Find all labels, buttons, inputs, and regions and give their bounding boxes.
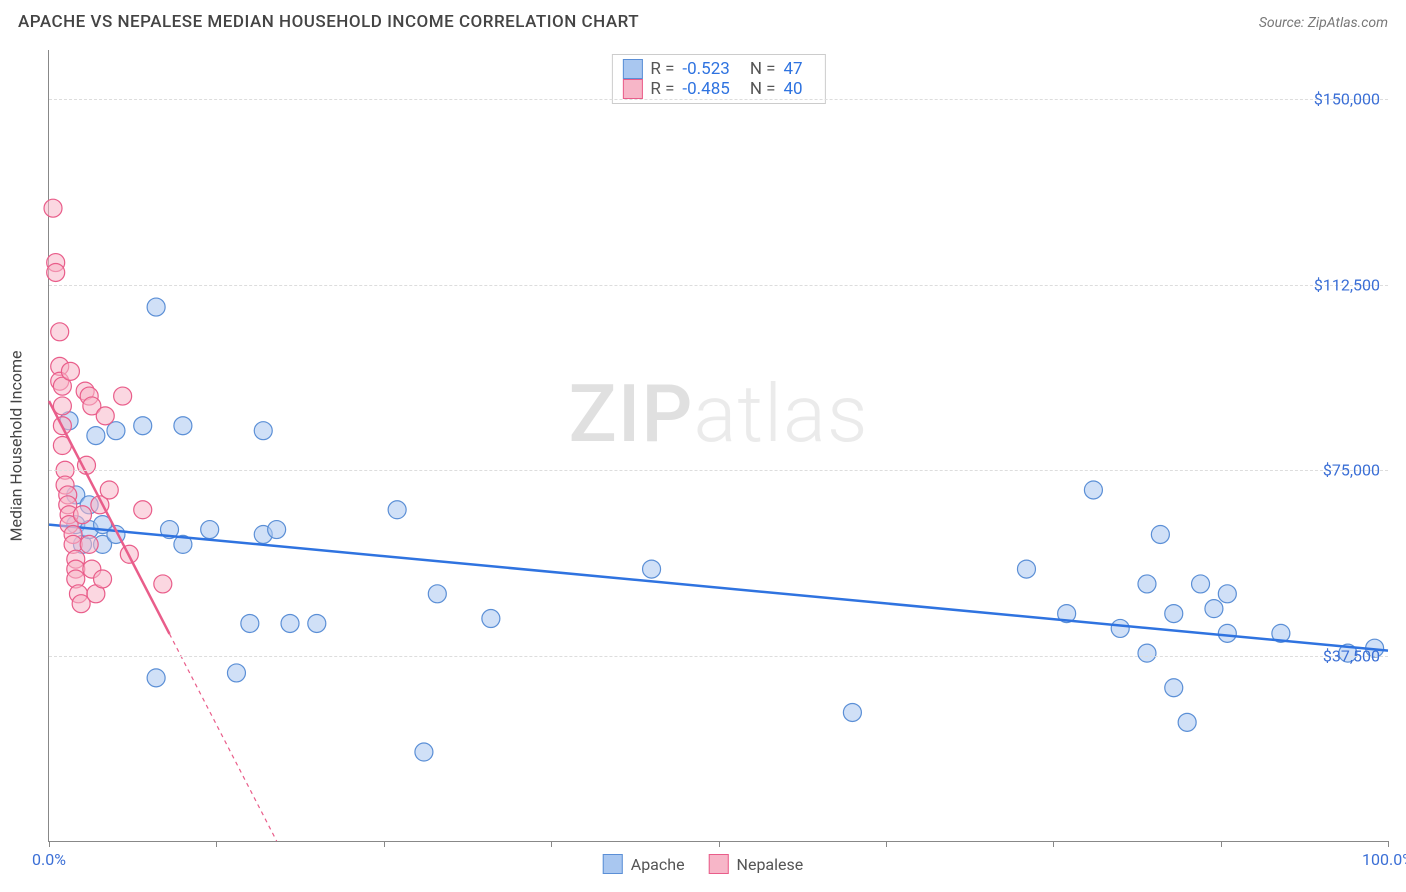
data-point <box>1218 624 1236 642</box>
x-tick <box>551 841 552 847</box>
data-point <box>1205 600 1223 618</box>
data-point <box>1138 644 1156 662</box>
data-point <box>94 570 112 588</box>
data-point <box>1178 713 1196 731</box>
data-point <box>308 614 326 632</box>
legend-item: Apache <box>603 854 685 874</box>
data-point <box>154 575 172 593</box>
data-point <box>388 501 406 519</box>
data-point <box>134 417 152 435</box>
chart-area: ZIPatlas R =-0.523N =47R =-0.485N =40 $3… <box>48 50 1388 842</box>
data-point <box>147 298 165 316</box>
y-tick-label: $37,500 <box>1323 646 1380 665</box>
gridline <box>49 656 1388 657</box>
data-point <box>268 521 286 539</box>
x-tick <box>49 841 50 847</box>
data-point <box>254 422 272 440</box>
gridline <box>49 285 1388 286</box>
data-point <box>147 669 165 687</box>
data-point <box>51 323 69 341</box>
data-point <box>1151 525 1169 543</box>
legend-swatch <box>709 854 729 874</box>
data-point <box>1138 575 1156 593</box>
data-point <box>241 614 259 632</box>
data-point <box>96 407 114 425</box>
data-point <box>1165 605 1183 623</box>
x-tick <box>384 841 385 847</box>
x-tick <box>719 841 720 847</box>
legend-label: Apache <box>631 855 685 874</box>
data-point <box>73 506 91 524</box>
data-point <box>1165 679 1183 697</box>
data-point <box>44 199 62 217</box>
source-label: Source: ZipAtlas.com <box>1259 15 1388 31</box>
data-point <box>1218 585 1236 603</box>
data-point <box>482 610 500 628</box>
data-point <box>107 422 125 440</box>
gridline <box>49 99 1388 100</box>
x-tick <box>1221 841 1222 847</box>
data-point <box>415 743 433 761</box>
data-point <box>174 417 192 435</box>
gridline <box>49 470 1388 471</box>
data-point <box>87 427 105 445</box>
data-point <box>281 614 299 632</box>
chart-title: APACHE VS NEPALESE MEDIAN HOUSEHOLD INCO… <box>18 12 639 32</box>
data-point <box>80 535 98 553</box>
x-tick-label: 100.0% <box>1362 850 1406 869</box>
data-point <box>100 481 118 499</box>
y-tick-label: $150,000 <box>1314 90 1380 109</box>
data-point <box>843 703 861 721</box>
x-tick <box>216 841 217 847</box>
data-point <box>201 521 219 539</box>
x-tick-label: 0.0% <box>32 850 66 869</box>
data-point <box>1111 619 1129 637</box>
trend-line-dashed <box>170 634 277 841</box>
legend-swatch <box>603 854 623 874</box>
y-axis-label: Median Household Income <box>7 351 26 542</box>
data-point <box>428 585 446 603</box>
x-tick <box>1053 841 1054 847</box>
x-tick <box>1388 841 1389 847</box>
data-point <box>1084 481 1102 499</box>
data-point <box>227 664 245 682</box>
data-point <box>134 501 152 519</box>
legend-item: Nepalese <box>709 854 804 874</box>
data-point <box>61 362 79 380</box>
x-tick <box>886 841 887 847</box>
y-tick-label: $75,000 <box>1323 461 1380 480</box>
data-point <box>1192 575 1210 593</box>
scatter-plot <box>49 50 1388 841</box>
y-tick-label: $112,500 <box>1314 275 1380 294</box>
data-point <box>643 560 661 578</box>
data-point <box>114 387 132 405</box>
data-point <box>1017 560 1035 578</box>
series-legend: Apache Nepalese <box>603 854 804 874</box>
data-point <box>47 263 65 281</box>
legend-label: Nepalese <box>737 855 804 874</box>
